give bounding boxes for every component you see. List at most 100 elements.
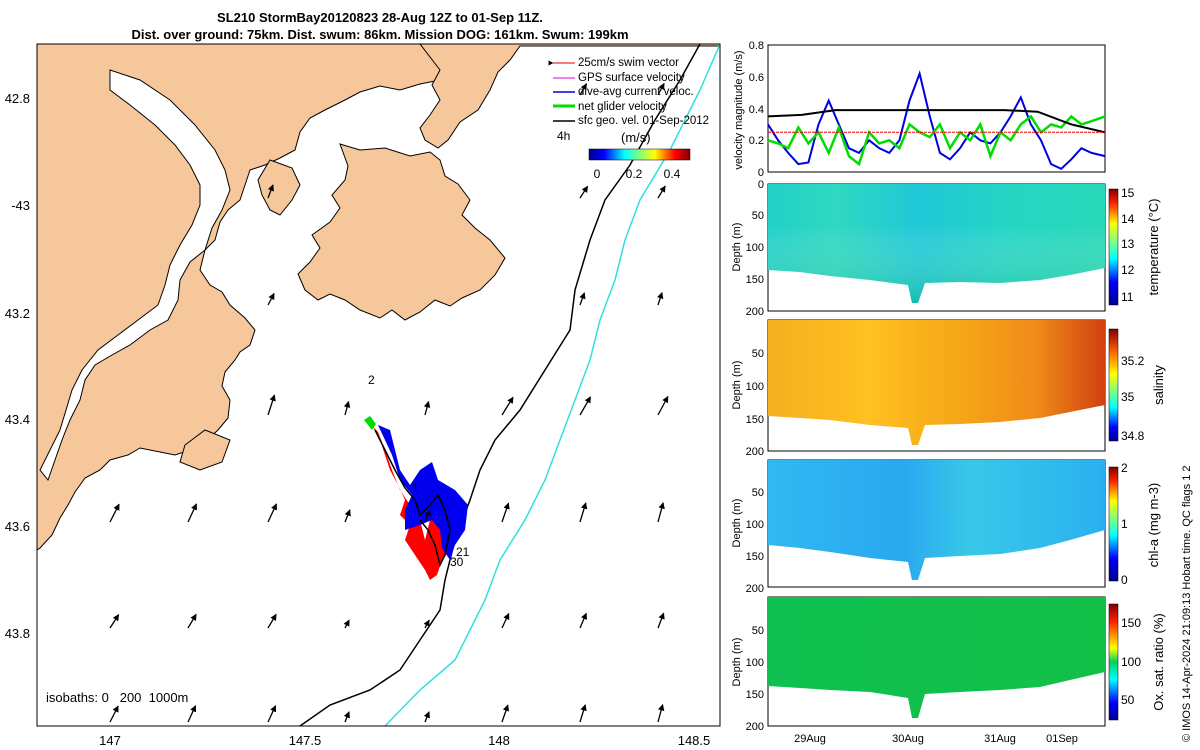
cb-tick: 2 bbox=[1121, 461, 1128, 475]
map-y-tick: 43.4 bbox=[5, 412, 30, 427]
velocity-series-line bbox=[767, 109, 1106, 134]
velocity-series bbox=[767, 70, 1106, 170]
vel-y-tick: 0.2 bbox=[749, 135, 764, 147]
depth-tick: 150 bbox=[746, 414, 764, 426]
time-tick: 30Aug bbox=[892, 733, 924, 745]
velocity-arrow bbox=[657, 185, 666, 199]
map-frame bbox=[36, 43, 721, 727]
depth-tick: 100 bbox=[746, 381, 764, 393]
velocity-arrow bbox=[579, 612, 587, 629]
salinity-panel bbox=[767, 319, 1119, 452]
speed-colorbar bbox=[588, 148, 691, 161]
oxygen-colorbar bbox=[1108, 603, 1119, 721]
colorbar-ticks: 11 12 13 14 15 34.8 35 35.2 0 1 2 50 100… bbox=[1121, 186, 1166, 711]
velocity-arrow bbox=[187, 503, 198, 523]
velocity-arrow bbox=[657, 703, 665, 723]
temperature-colorbar bbox=[1108, 188, 1119, 306]
velocity-arrow bbox=[579, 292, 586, 306]
velocity-arrow bbox=[187, 705, 197, 723]
track-green bbox=[364, 416, 376, 430]
oxygen-field bbox=[768, 597, 1105, 718]
velocity-arrow bbox=[267, 613, 277, 629]
day-label-21: 21 bbox=[456, 545, 470, 559]
depth-tick: 100 bbox=[746, 657, 764, 669]
map-x-tick: 148.5 bbox=[678, 733, 711, 748]
depth-tick: 50 bbox=[752, 487, 764, 499]
vel-y-tick: 0 bbox=[758, 167, 764, 179]
velocity-arrow bbox=[579, 396, 592, 416]
velocity-arrow bbox=[109, 614, 120, 629]
depth-label: Depth (m) bbox=[731, 223, 743, 272]
cb-tick: 13 bbox=[1121, 237, 1135, 251]
depth-tick: 50 bbox=[752, 210, 764, 222]
profile-depth-axes: 0 50 100 150 200 50 100 150 200 50 100 1… bbox=[731, 179, 764, 733]
depth-label: Depth (m) bbox=[731, 638, 743, 687]
cb-tick: 34.8 bbox=[1121, 429, 1145, 443]
chart-title-line2: Dist. over ground: 75km. Dist. swum: 86k… bbox=[131, 27, 629, 42]
vel-y-label: velocity magnitude (m/s) bbox=[733, 50, 745, 169]
cb-tick: 35 bbox=[1121, 390, 1135, 404]
land-tasman-peninsula bbox=[297, 143, 506, 321]
velocity-arrow bbox=[109, 705, 119, 723]
time-tick: 31Aug bbox=[984, 733, 1016, 745]
vel-y-tick: 0.8 bbox=[749, 40, 764, 52]
depth-tick: 200 bbox=[746, 306, 764, 318]
velocity-arrow bbox=[267, 503, 278, 523]
legend-geo-label: sfc geo. vel. 01-Sep-2012 bbox=[578, 115, 709, 127]
cb-label: chl-a (mg m-3) bbox=[1146, 483, 1161, 568]
velocity-arrow bbox=[267, 292, 275, 306]
colorbar-tick: 0 bbox=[594, 167, 601, 181]
cb-tick: 14 bbox=[1121, 212, 1135, 226]
legend-current-label: dive-avg current veloc. bbox=[578, 86, 694, 98]
map-panel: 147 147.5 148 148.5 42.8 -43 43.2 43.4 4… bbox=[5, 43, 721, 748]
chart-title-line1: SL210 StormBay20120823 28-Aug 12Z to 01-… bbox=[217, 10, 543, 25]
cb-tick: 100 bbox=[1121, 655, 1141, 669]
velocity-arrow bbox=[423, 711, 430, 723]
velocity-arrow bbox=[501, 704, 510, 723]
time-tick: 29Aug bbox=[794, 733, 826, 745]
chla-colorbar bbox=[1108, 466, 1119, 582]
salinity-field bbox=[768, 320, 1105, 445]
cb-tick: 15 bbox=[1121, 186, 1135, 200]
day-label-2: 2 bbox=[368, 373, 375, 387]
salinity-colorbar bbox=[1108, 328, 1119, 442]
velocity-arrow bbox=[344, 509, 351, 523]
track-black bbox=[374, 429, 451, 568]
depth-tick: 150 bbox=[746, 274, 764, 286]
legend-gps-label: GPS surface velocity bbox=[578, 72, 685, 84]
cb-tick: 11 bbox=[1121, 290, 1134, 304]
colorbar-tick: 0.4 bbox=[664, 167, 681, 181]
velocity-arrow bbox=[343, 711, 350, 723]
time-tick: 01Sep bbox=[1046, 733, 1078, 745]
time-axis: 29Aug 30Aug 31Aug 01Sep bbox=[794, 733, 1078, 745]
copyright-footer: © IMOS 14-Apr-2024 21:09:13 Hobart time.… bbox=[1181, 465, 1193, 742]
velocity-chart: 0 0.2 0.4 0.6 0.8 velocity magnitude (m/… bbox=[733, 40, 1106, 179]
velocity-arrow bbox=[657, 612, 665, 629]
depth-label: Depth (m) bbox=[731, 499, 743, 548]
velocity-arrow bbox=[187, 613, 197, 629]
legend-swim-label: 25cm/s swim vector bbox=[578, 57, 679, 69]
temperature-deep bbox=[768, 225, 1105, 303]
depth-tick: 100 bbox=[746, 519, 764, 531]
velocity-arrow bbox=[343, 400, 351, 416]
water-derwent bbox=[39, 69, 231, 482]
velocity-arrow bbox=[423, 400, 431, 416]
chla-field bbox=[768, 460, 1105, 580]
vel-y-tick: 0.4 bbox=[749, 104, 764, 116]
cb-tick: 50 bbox=[1121, 693, 1135, 707]
velocity-arrow bbox=[657, 82, 665, 96]
cb-label: temperature (°C) bbox=[1146, 199, 1161, 296]
depth-tick: 150 bbox=[746, 551, 764, 563]
depth-tick: 50 bbox=[752, 625, 764, 637]
depth-tick: 200 bbox=[746, 583, 764, 595]
depth-label: Depth (m) bbox=[731, 361, 743, 410]
cb-tick: 12 bbox=[1121, 263, 1135, 277]
day-label-1: 1 bbox=[412, 481, 419, 495]
legend-net-label: net glider velocity bbox=[578, 101, 667, 113]
velocity-arrow bbox=[579, 502, 588, 523]
land-peninsula-south2 bbox=[179, 429, 231, 471]
velocity-arrow bbox=[579, 185, 589, 199]
cb-label: Ox. sat. ratio (%) bbox=[1151, 613, 1166, 711]
cb-tick: 150 bbox=[1121, 616, 1141, 630]
depth-tick: 0 bbox=[758, 179, 764, 191]
